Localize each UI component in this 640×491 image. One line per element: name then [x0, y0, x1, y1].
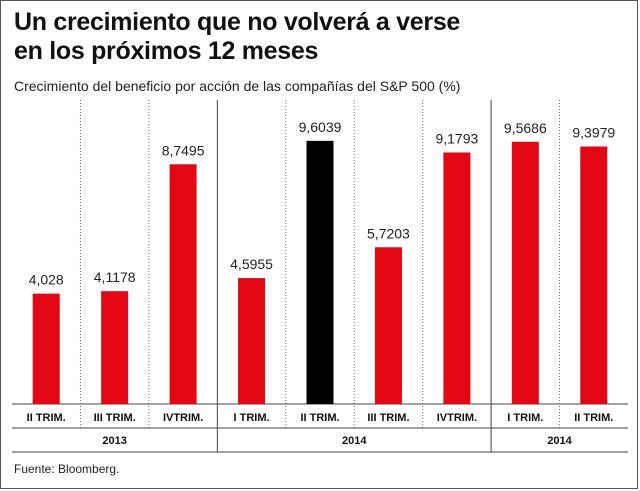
- source-note: Fuente: Bloomberg.: [14, 462, 120, 476]
- category-label-7: IVTRIM.: [437, 412, 477, 424]
- bar-2: [101, 291, 129, 404]
- chart-subtitle: Crecimiento del beneficio por acción de …: [14, 78, 461, 94]
- category-label-4: I TRIM.: [234, 412, 270, 424]
- category-label-9: II TRIM.: [574, 412, 613, 424]
- category-label-5: II TRIM.: [300, 412, 339, 424]
- title-line-1: Un crecimiento que no volverá a verse: [14, 8, 461, 36]
- year-label-3: 2014: [547, 435, 572, 447]
- value-label-6: 5,7203: [367, 225, 410, 241]
- category-label-8: I TRIM.: [507, 412, 543, 424]
- bar-3: [169, 164, 197, 404]
- value-label-8: 9,5686: [504, 120, 547, 136]
- value-label-4: 4,5955: [230, 256, 273, 272]
- bar-9: [580, 146, 608, 404]
- category-label-1: II TRIM.: [27, 412, 66, 424]
- category-label-6: III TRIM.: [367, 412, 409, 424]
- bar-4: [238, 278, 266, 404]
- year-label-1: 2013: [102, 435, 126, 447]
- value-label-5: 9,6039: [299, 119, 342, 135]
- year-label-2: 2014: [342, 435, 367, 447]
- bar-7: [443, 152, 471, 404]
- value-label-9: 9,3979: [572, 124, 615, 140]
- bar-6: [374, 247, 402, 404]
- value-label-3: 8,7495: [162, 142, 205, 158]
- title-line-2: en los próximos 12 meses: [14, 37, 319, 65]
- bar-5: [306, 140, 334, 404]
- category-label-3: IVTRIM.: [163, 412, 203, 424]
- category-label-2: III TRIM.: [94, 412, 136, 424]
- value-label-1: 4,028: [29, 272, 64, 288]
- chart-title: Un crecimiento que no volverá a verse en…: [14, 8, 614, 66]
- value-label-2: 4,1178: [94, 269, 136, 285]
- value-label-7: 9,1793: [435, 130, 478, 146]
- bar-8: [511, 141, 539, 404]
- bar-1: [32, 293, 60, 404]
